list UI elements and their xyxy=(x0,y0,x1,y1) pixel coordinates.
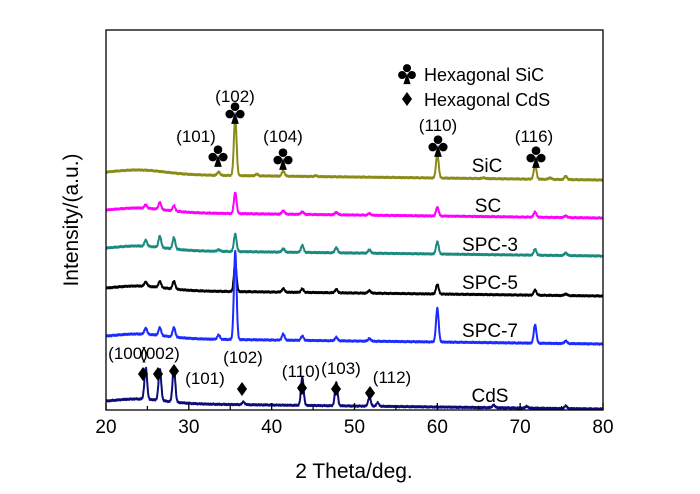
club-marker-icon xyxy=(208,145,228,167)
series-line-spc-7 xyxy=(106,249,603,346)
x-axis-label: 2 Theta/deg. xyxy=(295,460,413,483)
peak-label: (104) xyxy=(263,127,303,146)
club-marker-icon xyxy=(526,146,546,168)
peak-annotation: (110) xyxy=(419,116,457,157)
club-marker-icon xyxy=(398,64,416,85)
peak-label: (101) xyxy=(185,369,225,388)
series-label-sic: SiC xyxy=(472,156,503,177)
legend-item: Hexagonal SiC xyxy=(398,64,544,85)
peak-label: (110) xyxy=(282,362,320,381)
x-tick-label: 30 xyxy=(178,417,199,438)
peak-label: (110) xyxy=(419,116,457,135)
peak-annotation: (110) xyxy=(282,362,320,395)
peak-label: (101) xyxy=(176,127,216,146)
peak-annotations: (101) (102) (104) (110) (116) (100)(002) (101)… xyxy=(108,87,553,400)
peak-annotation: (102) xyxy=(223,348,263,396)
x-tick-label: 70 xyxy=(510,417,531,438)
series-labels: SiC SC SPC-3 SPC-5 SPC-7 CdS xyxy=(462,156,518,407)
series-label-sc: SC xyxy=(475,196,501,217)
series-label-spc-7: SPC-7 xyxy=(462,321,518,342)
series-line-spc-5 xyxy=(106,262,603,298)
club-marker-icon xyxy=(273,148,293,170)
peak-annotation: (101) xyxy=(168,364,225,388)
diamond-marker-icon xyxy=(296,381,308,395)
peak-label: (102) xyxy=(215,87,255,106)
peak-annotation: (002) xyxy=(140,344,180,381)
legend-label: Hexagonal SiC xyxy=(424,65,544,85)
peak-annotation: (101) xyxy=(176,127,228,167)
diamond-marker-icon xyxy=(152,367,164,381)
peak-label: (103) xyxy=(321,359,361,378)
peak-annotation: (103) xyxy=(321,359,361,396)
diamond-marker-icon xyxy=(364,386,376,400)
x-tick-label: 80 xyxy=(592,417,613,438)
x-tick-label: 60 xyxy=(427,417,448,438)
diamond-marker-icon xyxy=(330,382,342,396)
x-tick-label: 50 xyxy=(344,417,365,438)
legend: Hexagonal SiC Hexagonal CdS xyxy=(398,64,550,110)
peak-label: (112) xyxy=(373,368,411,387)
club-marker-icon xyxy=(428,135,448,157)
peak-label: (116) xyxy=(515,127,553,146)
peak-annotation: (102) xyxy=(215,87,255,124)
x-axis-ticks: 20 30 40 50 60 70 80 xyxy=(95,403,614,438)
y-axis-label: Intensity/(a.u.) xyxy=(60,153,83,286)
series-label-cds: CdS xyxy=(472,386,509,407)
peak-annotation: (112) xyxy=(364,368,411,400)
x-tick-label: 40 xyxy=(261,417,282,438)
x-tick-label: 20 xyxy=(95,417,116,438)
peak-annotation: (104) xyxy=(263,127,303,170)
series-line-sic xyxy=(106,115,603,182)
peak-annotation: (116) xyxy=(515,127,553,168)
diamond-marker-icon xyxy=(401,92,413,106)
diamond-marker-icon xyxy=(168,364,180,378)
diamond-marker-icon xyxy=(137,367,149,381)
peak-label: (100) xyxy=(108,344,148,363)
plot-frame xyxy=(105,29,604,411)
series-line-spc-3 xyxy=(106,232,603,258)
series-label-spc-3: SPC-3 xyxy=(462,235,518,256)
series-label-spc-5: SPC-5 xyxy=(462,273,518,294)
legend-item: Hexagonal CdS xyxy=(401,90,550,110)
peak-annotation: (100) xyxy=(108,344,149,381)
legend-label: Hexagonal CdS xyxy=(424,90,550,110)
peak-label: (002) xyxy=(140,344,180,363)
diamond-marker-icon xyxy=(236,382,248,396)
series-line-sc xyxy=(106,191,603,220)
club-marker-icon xyxy=(225,102,245,124)
peak-label: (102) xyxy=(223,348,263,367)
